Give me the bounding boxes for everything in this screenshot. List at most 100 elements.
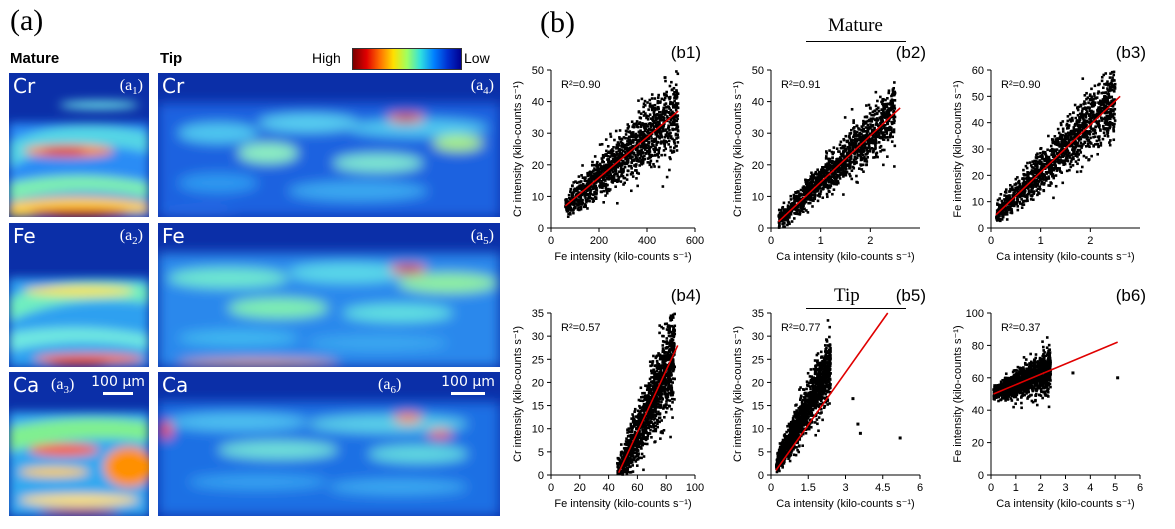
data-point bbox=[802, 210, 805, 214]
data-point bbox=[881, 135, 885, 138]
data-point bbox=[1089, 111, 1093, 115]
data-point bbox=[811, 205, 814, 208]
data-point bbox=[661, 185, 665, 188]
data-point bbox=[646, 161, 650, 164]
data-point bbox=[798, 201, 802, 205]
panel-id-label: (b1) bbox=[671, 43, 701, 62]
data-point bbox=[823, 169, 826, 172]
data-point bbox=[1060, 136, 1063, 140]
data-point bbox=[667, 384, 670, 388]
data-point bbox=[676, 72, 680, 76]
data-point bbox=[825, 171, 828, 175]
panel-a-label: (a) bbox=[10, 4, 44, 37]
data-point bbox=[591, 187, 595, 190]
data-point bbox=[1105, 121, 1109, 125]
data-point bbox=[1096, 142, 1099, 146]
data-point bbox=[665, 94, 668, 98]
data-point bbox=[1112, 116, 1116, 120]
data-point bbox=[597, 178, 600, 182]
data-point bbox=[1071, 119, 1074, 122]
data-point bbox=[1066, 141, 1070, 145]
data-point bbox=[878, 131, 881, 135]
data-point bbox=[601, 186, 604, 190]
data-point bbox=[825, 166, 829, 170]
data-point bbox=[1031, 194, 1034, 197]
data-point bbox=[615, 178, 618, 182]
data-point bbox=[796, 212, 800, 216]
data-point bbox=[1101, 137, 1105, 141]
data-point bbox=[1086, 132, 1089, 135]
data-point bbox=[1025, 173, 1028, 177]
data-point bbox=[660, 115, 664, 119]
data-point bbox=[1004, 198, 1008, 202]
data-point bbox=[1045, 157, 1049, 161]
data-point bbox=[861, 137, 865, 140]
data-point bbox=[1069, 136, 1072, 140]
map-a5-heat bbox=[158, 253, 500, 367]
data-point bbox=[1086, 142, 1090, 146]
data-point bbox=[789, 198, 793, 201]
data-point bbox=[786, 206, 790, 209]
data-point bbox=[844, 166, 847, 170]
data-point bbox=[676, 129, 680, 133]
data-point bbox=[618, 136, 621, 139]
data-point bbox=[1006, 194, 1010, 198]
data-point bbox=[1099, 107, 1103, 111]
data-point bbox=[594, 188, 598, 191]
data-point bbox=[1072, 133, 1076, 136]
data-point bbox=[815, 190, 818, 193]
data-point bbox=[668, 107, 671, 110]
data-point bbox=[613, 158, 616, 161]
data-point bbox=[617, 149, 621, 153]
data-point bbox=[887, 91, 891, 95]
data-point bbox=[604, 194, 607, 197]
data-point bbox=[593, 155, 597, 158]
data-point bbox=[792, 217, 796, 220]
data-point bbox=[1044, 154, 1048, 158]
data-point bbox=[632, 140, 635, 144]
data-point bbox=[819, 190, 823, 193]
data-point bbox=[789, 212, 793, 216]
data-point bbox=[800, 193, 803, 197]
data-point bbox=[609, 149, 613, 152]
data-point bbox=[850, 141, 854, 145]
data-point bbox=[1001, 203, 1004, 206]
data-point bbox=[641, 161, 645, 165]
data-point bbox=[1027, 187, 1030, 190]
data-point bbox=[611, 160, 615, 163]
data-point bbox=[1090, 121, 1093, 124]
data-point bbox=[621, 142, 625, 146]
data-point bbox=[612, 145, 615, 149]
data-point bbox=[653, 154, 657, 157]
data-point bbox=[1107, 89, 1111, 93]
data-point bbox=[609, 135, 613, 138]
data-point bbox=[578, 200, 581, 204]
scatter-plot-b4: 0 20 40 60 80 100 0 5 10 15 20 25 30 35 Fe intensity (… bbox=[505, 286, 705, 517]
data-point bbox=[889, 99, 893, 103]
data-point bbox=[646, 157, 650, 160]
data-point bbox=[612, 176, 615, 179]
r2-label: R²=0.90 bbox=[561, 79, 600, 91]
group-line-mature bbox=[806, 41, 906, 42]
data-point bbox=[611, 181, 615, 184]
data-point bbox=[1112, 125, 1116, 128]
data-point bbox=[1069, 132, 1073, 136]
data-point bbox=[655, 140, 659, 144]
data-point bbox=[662, 429, 666, 432]
data-point bbox=[1078, 135, 1082, 139]
data-point bbox=[869, 123, 872, 126]
data-point bbox=[887, 127, 891, 131]
data-point bbox=[1041, 176, 1045, 180]
data-point bbox=[1098, 124, 1101, 127]
data-point bbox=[614, 169, 618, 173]
data-point bbox=[835, 181, 839, 185]
data-point bbox=[1092, 132, 1095, 136]
data-point bbox=[628, 138, 632, 142]
data-point bbox=[641, 122, 644, 125]
data-point bbox=[585, 200, 588, 204]
data-point bbox=[620, 144, 623, 148]
data-point bbox=[1073, 139, 1076, 143]
map-a1: Cr (a1) bbox=[9, 73, 149, 217]
data-point bbox=[657, 410, 660, 414]
data-point bbox=[841, 146, 844, 149]
